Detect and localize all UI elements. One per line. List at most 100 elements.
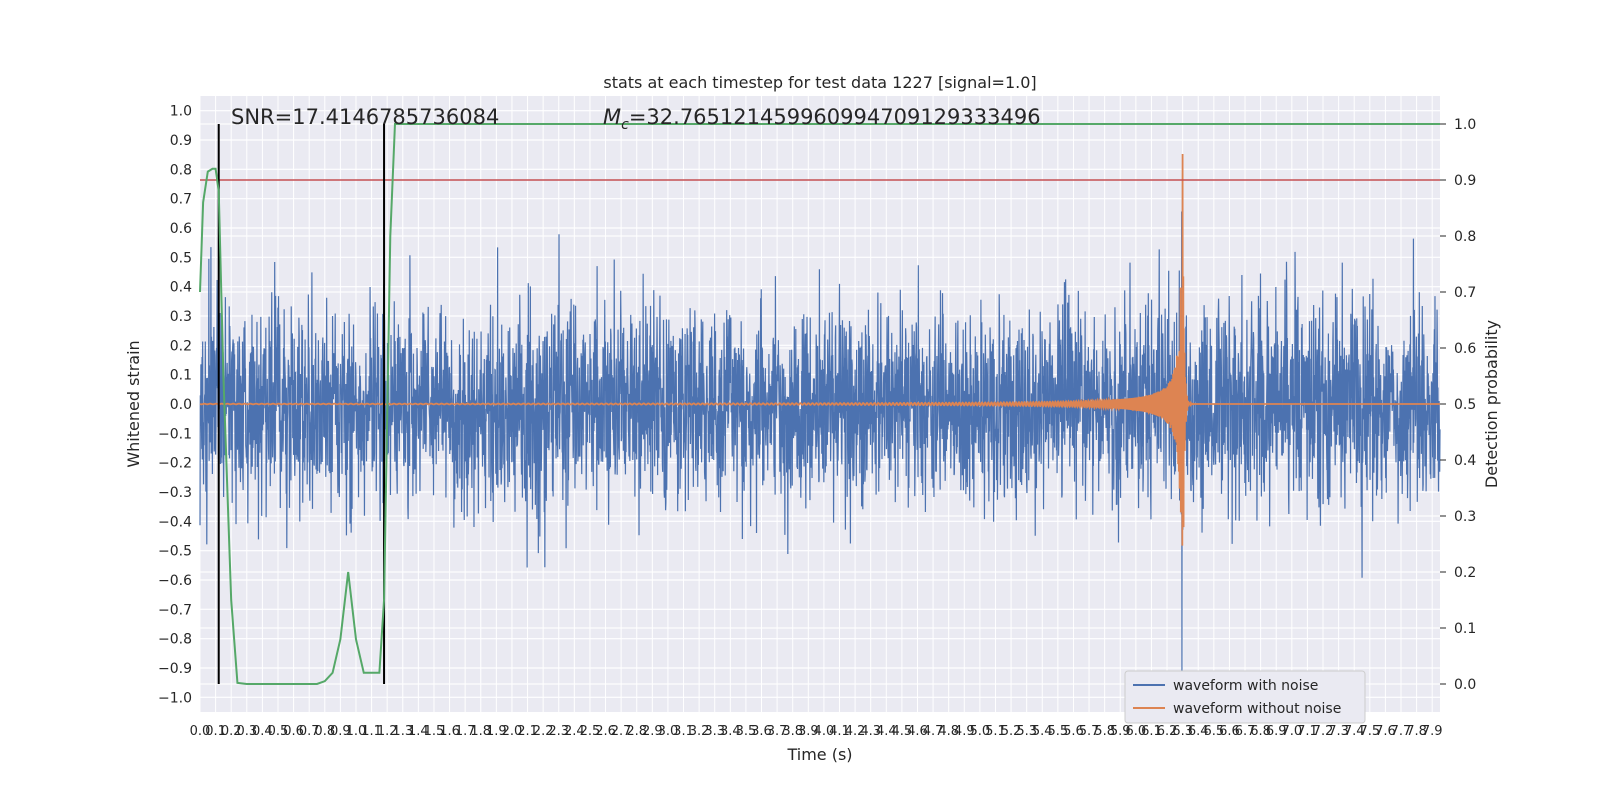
noise-line	[199, 173, 1441, 687]
y2-tick-label: 0.3	[1454, 509, 1476, 525]
x-axis-label: Time (s)	[786, 745, 852, 764]
x-tick-label: 4.6	[907, 724, 928, 739]
x-tick-label: 1.1	[361, 724, 382, 739]
chart-title: stats at each timestep for test data 122…	[603, 73, 1036, 92]
x-tick-label: 1.0	[346, 724, 367, 739]
x-tick-label: 1.9	[486, 724, 507, 739]
series-waveform-with-noise	[199, 173, 1441, 687]
y-tick-label: 0.0	[170, 397, 192, 413]
x-tick-label: 5.4	[1032, 724, 1053, 739]
x-tick-label: 2.5	[580, 724, 601, 739]
x-tick-label: 0.6	[283, 724, 304, 739]
x-tick-label: 0.0	[190, 724, 211, 739]
x-tick-label: 2.0	[502, 724, 523, 739]
x-tick-label: 7.5	[1359, 724, 1380, 739]
legend: waveform with noise waveform without noi…	[1124, 670, 1366, 724]
y2-tick-label: 0.8	[1454, 229, 1476, 245]
x-tick-label: 4.5	[892, 724, 913, 739]
x-tick-label: 5.1	[985, 724, 1006, 739]
x-tick-label: 5.0	[970, 724, 991, 739]
x-tick-label: 4.0	[814, 724, 835, 739]
x-tick-label: 0.2	[221, 724, 242, 739]
y2-tick-label: 0.1	[1454, 621, 1476, 637]
x-tick-label: 6.1	[1141, 724, 1162, 739]
x-tick-label: 5.6	[1063, 724, 1084, 739]
series-waveform-without-noise	[199, 153, 1440, 546]
y-tick-label: −0.9	[158, 661, 192, 677]
x-tick-label: 6.3	[1172, 724, 1193, 739]
legend-label-clean: waveform without noise	[1173, 701, 1341, 717]
x-tick-label: 7.3	[1328, 724, 1349, 739]
x-tick-label: 2.3	[548, 724, 569, 739]
x-tick-label: 2.1	[517, 724, 538, 739]
x-tick-label: 4.9	[954, 724, 975, 739]
x-tick-label: 7.6	[1375, 724, 1396, 739]
legend-box	[1124, 670, 1366, 724]
x-tick-label: 6.7	[1235, 724, 1256, 739]
x-tick-label: 6.2	[1157, 724, 1178, 739]
x-tick-label: 3.8	[782, 724, 803, 739]
x-tick-label: 5.5	[1048, 724, 1069, 739]
y2-tick-label: 0.7	[1454, 285, 1476, 301]
x-tick-label: 1.6	[439, 724, 460, 739]
x-tick-label: 6.0	[1126, 724, 1147, 739]
x-tick-label: 2.2	[533, 724, 554, 739]
y-tick-label: 0.4	[170, 280, 192, 296]
y-tick-label: −0.4	[158, 514, 192, 530]
annotation-mc-value: =32.765121459960994709129333496	[629, 105, 1041, 129]
chirp-line	[199, 153, 1440, 546]
x-tick-label: 3.4	[720, 724, 741, 739]
x-tick-label: 0.5	[268, 724, 289, 739]
y-tick-label: 0.7	[170, 192, 192, 208]
x-tick-label: 7.7	[1391, 724, 1412, 739]
y-tick-label: 0.5	[170, 250, 192, 266]
x-tick-label: 0.4	[252, 724, 273, 739]
x-tick-label: 0.3	[236, 724, 257, 739]
x-tick-label: 0.7	[299, 724, 320, 739]
x-tick-label: 7.1	[1297, 724, 1318, 739]
y-tick-label: −0.6	[158, 573, 192, 589]
x-tick-label: 4.3	[860, 724, 881, 739]
y-tick-label: 0.6	[170, 221, 192, 237]
x-tick-label: 2.9	[642, 724, 663, 739]
x-tick-label: 0.9	[330, 724, 351, 739]
y-tick-label: 1.0	[170, 104, 192, 120]
y-tick-label: 0.8	[170, 162, 192, 178]
x-axis-ticks: 0.00.10.20.30.40.50.60.70.80.91.01.11.2 1…	[190, 724, 1443, 739]
y-tick-label: −0.5	[158, 544, 192, 560]
x-tick-label: 4.4	[876, 724, 897, 739]
x-tick-label: 5.2	[1001, 724, 1022, 739]
x-tick-label: 2.4	[564, 724, 585, 739]
x-tick-label: 7.8	[1406, 724, 1427, 739]
y2-tick-label: 0.6	[1454, 341, 1476, 357]
annotation-mc-sub: c	[621, 117, 629, 133]
x-tick-label: 6.9	[1266, 724, 1287, 739]
x-tick-label: 1.2	[377, 724, 398, 739]
x-tick-label: 0.8	[314, 724, 335, 739]
probability-line	[199, 123, 1440, 685]
x-tick-label: 4.1	[829, 724, 850, 739]
y2-tick-label: 0.2	[1454, 565, 1476, 581]
x-tick-label: 3.5	[736, 724, 757, 739]
x-tick-label: 7.4	[1344, 724, 1365, 739]
x-tick-label: 7.0	[1281, 724, 1302, 739]
x-tick-label: 1.7	[455, 724, 476, 739]
x-tick-label: 1.8	[470, 724, 491, 739]
x-tick-label: 3.9	[798, 724, 819, 739]
x-tick-label: 5.7	[1079, 724, 1100, 739]
y-tick-label: 0.1	[170, 368, 192, 384]
x-tick-label: 5.9	[1110, 724, 1131, 739]
y-tick-label: −0.3	[158, 485, 192, 501]
x-tick-label: 4.8	[938, 724, 959, 739]
y-tick-label: 0.2	[170, 338, 192, 354]
annotation-snr: SNR=17.4146785736084	[231, 105, 499, 129]
y-axis-label: Whitened strain	[124, 340, 143, 467]
x-tick-label: 6.6	[1219, 724, 1240, 739]
x-tick-label: 3.2	[689, 724, 710, 739]
x-tick-label: 0.1	[205, 724, 226, 739]
x-tick-label: 6.8	[1250, 724, 1271, 739]
x-tick-label: 2.7	[611, 724, 632, 739]
y2-axis-ticks: 1.0 0.9 0.8 0.7 0.6 0.5 0.4 0.3 0.2 0.1 0.0	[1440, 117, 1476, 693]
x-tick-label: 7.2	[1313, 724, 1334, 739]
